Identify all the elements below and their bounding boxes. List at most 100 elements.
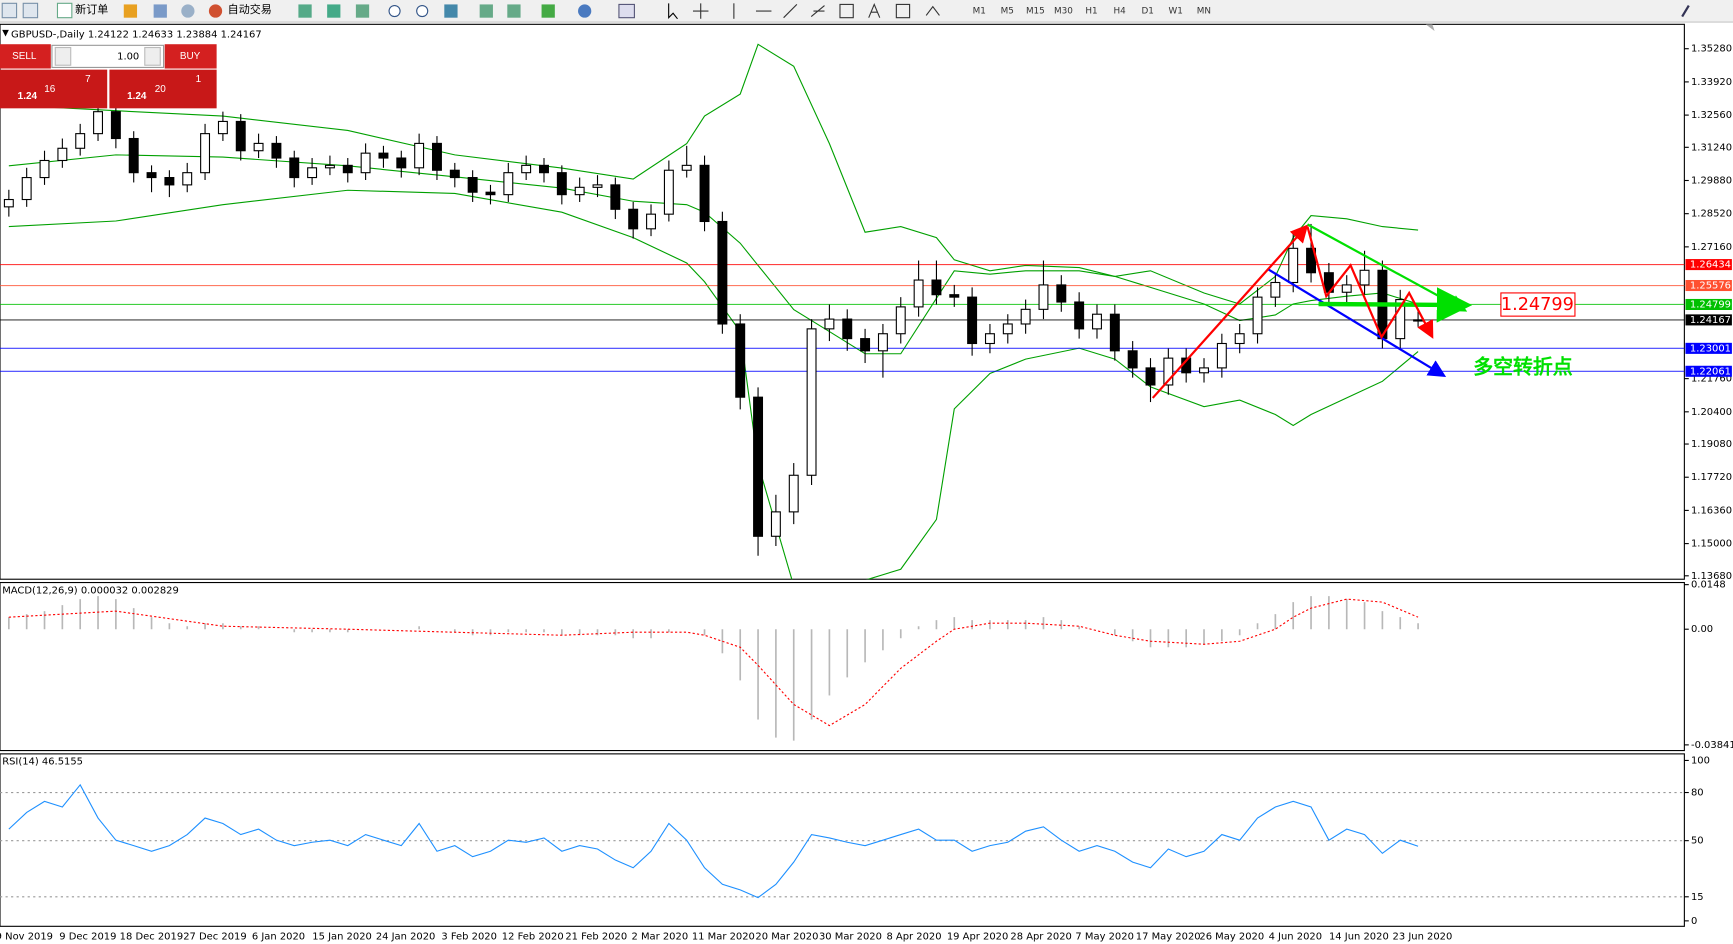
- x-tick-label: 3 Feb 2020: [441, 931, 497, 942]
- x-tick-label: 20 Mar 2020: [755, 931, 818, 942]
- y-tick-label: 1.16360: [1691, 505, 1732, 516]
- button-icon[interactable]: [327, 4, 341, 18]
- candle-body: [1341, 284, 1352, 293]
- button-icon[interactable]: [479, 4, 493, 18]
- button-icon[interactable]: [1, 2, 18, 19]
- button-icon[interactable]: [298, 4, 312, 18]
- candle-body: [217, 120, 228, 135]
- sell-label[interactable]: SELL: [12, 51, 37, 62]
- timeframe[interactable]: H1: [1085, 7, 1097, 17]
- timeframe[interactable]: M1: [973, 7, 986, 17]
- button-icon[interactable]: [507, 4, 521, 18]
- new-order-icon[interactable]: [56, 2, 73, 19]
- y-tick-label: 15: [1691, 892, 1704, 903]
- text-icon[interactable]: [868, 2, 881, 18]
- timeframe[interactable]: D1: [1141, 7, 1153, 17]
- y-tick-label: 0.00: [1691, 624, 1713, 635]
- candle-body: [1270, 281, 1281, 298]
- buy-label[interactable]: BUY: [180, 51, 201, 62]
- trade-panel: SELL 1.00 BUY 1.24 16 7 1.24 20 1: [0, 44, 217, 109]
- candle-body: [164, 177, 175, 186]
- fibo-icon[interactable]: [839, 3, 854, 19]
- label-icon[interactable]: [895, 3, 911, 19]
- candle-body: [860, 338, 871, 352]
- candle-body: [235, 120, 246, 152]
- x-tick-label: 21 Feb 2020: [565, 931, 627, 942]
- price-tag-label: 1.24799: [1690, 299, 1731, 310]
- crosshair-icon[interactable]: [692, 3, 709, 19]
- sell-price-prefix: 1.24: [18, 91, 38, 102]
- candle-body: [877, 333, 888, 352]
- auto-trading-icon[interactable]: [208, 4, 223, 18]
- candle-body: [75, 133, 86, 149]
- x-tick-label: 2 Mar 2020: [631, 931, 688, 942]
- sell-price-box[interactable]: [0, 69, 108, 109]
- lot-down[interactable]: [54, 46, 72, 66]
- candle-body: [610, 184, 621, 210]
- channel-icon[interactable]: [810, 5, 825, 18]
- timeframe[interactable]: H4: [1113, 7, 1126, 17]
- rsi-title: RSI(14) 46.5155: [2, 757, 83, 768]
- y-tick-label: 0.0148: [1691, 580, 1726, 591]
- x-tick-label: 23 Jun 2020: [1393, 931, 1453, 942]
- price-tag-label: 1.25576: [1690, 281, 1731, 292]
- candle-body: [770, 511, 781, 537]
- candle-body: [342, 164, 353, 174]
- candle-body: [93, 111, 104, 135]
- button-icon[interactable]: [355, 4, 370, 18]
- buy-button[interactable]: [164, 44, 217, 69]
- x-tick-label: 15 Jan 2020: [312, 931, 372, 942]
- button-icon[interactable]: [181, 4, 195, 18]
- button-icon[interactable]: [618, 3, 635, 19]
- search-icon[interactable]: [1681, 4, 1690, 18]
- lot-value[interactable]: 1.00: [117, 51, 139, 62]
- price-tag: [1685, 279, 1732, 292]
- button-icon[interactable]: [22, 2, 39, 19]
- cursor-icon[interactable]: [668, 3, 678, 20]
- candle-body: [699, 164, 710, 223]
- timeframe[interactable]: M5: [1001, 7, 1014, 17]
- candle-body: [717, 220, 728, 325]
- candle-body: [967, 296, 978, 345]
- timeframe[interactable]: W1: [1169, 7, 1183, 17]
- price-tag: [1685, 259, 1732, 271]
- macd-plot: [8, 596, 1419, 741]
- symbol-marker: [2, 29, 9, 37]
- candle-body: [414, 142, 425, 169]
- timeframe[interactable]: M15: [1026, 7, 1045, 17]
- candle-body: [556, 172, 567, 196]
- button-icon[interactable]: [541, 4, 555, 18]
- chart-title: GBPUSD-,Daily 1.24122 1.24633 1.23884 1.…: [11, 29, 262, 40]
- button-icon[interactable]: [123, 4, 138, 18]
- new-order[interactable]: 新订单: [75, 2, 108, 16]
- candle-body: [57, 147, 68, 162]
- lot-input[interactable]: [51, 44, 165, 68]
- timeframe[interactable]: MN: [1197, 7, 1211, 17]
- annotation-price: 1.24799: [1501, 295, 1574, 315]
- auto-trading[interactable]: 自动交易: [228, 2, 272, 16]
- y-tick-label: 50: [1691, 836, 1704, 847]
- button-icon[interactable]: [444, 4, 458, 18]
- y-tick-label: 1.28520: [1691, 209, 1732, 220]
- timeframe[interactable]: M30: [1054, 7, 1073, 17]
- macd-pane: [0, 581, 1685, 752]
- bollinger-middle: [8, 154, 1419, 355]
- y-tick-label: 1.19080: [1691, 439, 1732, 450]
- buy-price-box[interactable]: [109, 69, 217, 109]
- button-icon[interactable]: [153, 4, 167, 18]
- price-tag-label: 1.24167: [1690, 315, 1731, 326]
- candle-body: [1020, 308, 1031, 325]
- candle-body: [931, 279, 942, 296]
- candle-body: [1199, 367, 1209, 374]
- sell-button[interactable]: [0, 44, 51, 69]
- x-tick-label: 7 May 2020: [1075, 931, 1133, 942]
- arrow-icon[interactable]: [925, 5, 940, 16]
- candle-body: [824, 318, 835, 330]
- trendline-icon[interactable]: [783, 4, 798, 19]
- candle-body: [521, 164, 532, 174]
- zoom-in[interactable]: [388, 4, 401, 18]
- zoom-out[interactable]: [416, 4, 429, 18]
- button-icon[interactable]: [578, 4, 592, 18]
- lot-up[interactable]: [144, 46, 161, 66]
